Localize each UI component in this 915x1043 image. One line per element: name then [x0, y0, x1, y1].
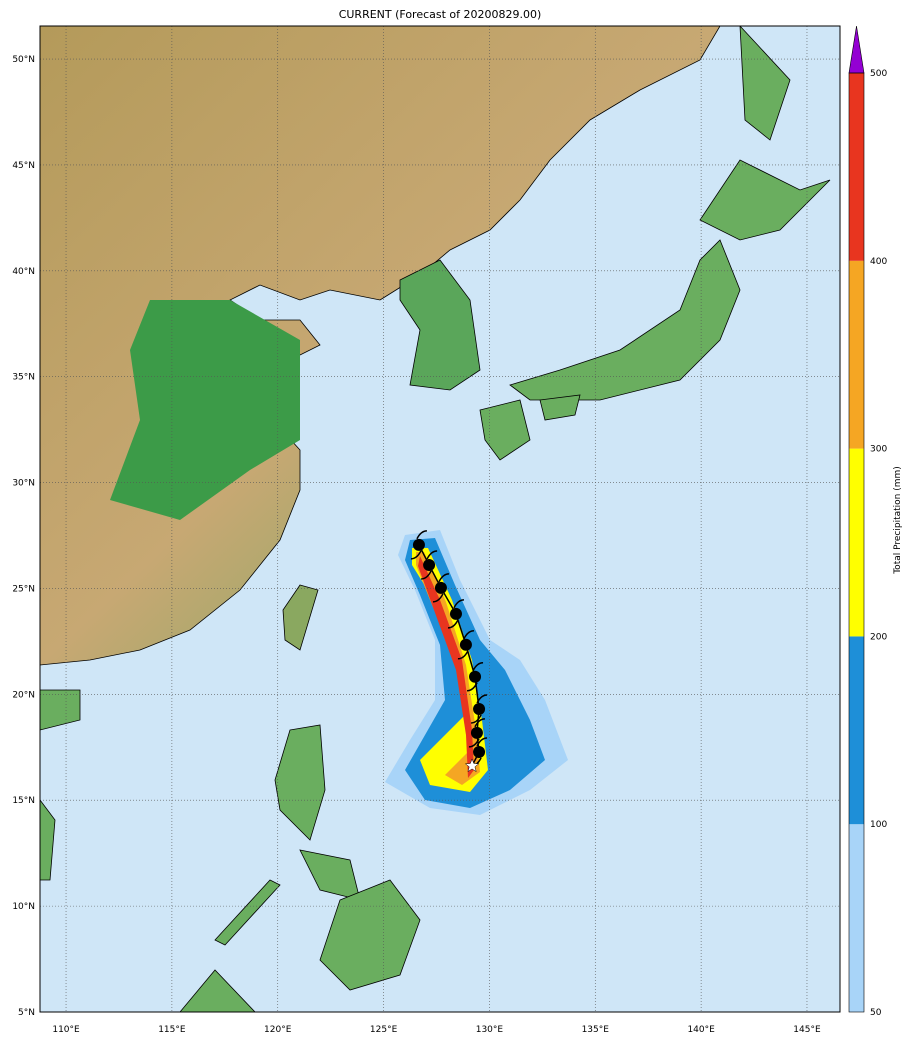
colorbar: 50 100 200 300 400 500 [848, 25, 887, 1018]
lat-tick-label: 5°N [18, 1008, 35, 1018]
typhoon-center [459, 638, 472, 651]
typhoon-arm [453, 599, 465, 609]
colorbar-extend-triangle [848, 25, 865, 74]
star-icon [464, 758, 480, 773]
colorbar-tick-label: 300 [870, 445, 887, 455]
colorbar-tick-label: 400 [870, 257, 887, 267]
lon-tick-label: 125°E [370, 1025, 398, 1035]
track-line [418, 544, 480, 767]
typhoon-center [423, 558, 436, 571]
lat-tick-label: 45°N [12, 161, 35, 171]
typhoon-arm [468, 738, 480, 748]
colorbar-tick-label: 500 [870, 69, 887, 79]
typhoon-arm [410, 550, 422, 560]
typhoon-symbol-icon [447, 599, 465, 629]
typhoon-symbol-icon [468, 718, 485, 748]
map-title: CURRENT (Forecast of 20200829.00) [338, 8, 542, 21]
mindanao [319, 879, 421, 991]
lon-tick-label: 145°E [793, 1025, 821, 1035]
typhoon-arm [463, 630, 474, 640]
palawan [214, 879, 281, 946]
typhoon-symbol-icon [432, 573, 450, 603]
typhoon-arm [416, 530, 427, 540]
lon-tick-label: 115°E [158, 1025, 186, 1035]
typhoon-center [470, 726, 483, 739]
typhoon-symbol-icon [466, 662, 484, 692]
lon-tick-label: 135°E [582, 1025, 610, 1035]
typhoon-arm [474, 718, 485, 728]
hokkaido [699, 159, 831, 241]
shikoku [539, 394, 581, 421]
hainan [40, 689, 81, 731]
typhoon-arm [472, 662, 484, 672]
typhoon-arm [466, 682, 478, 692]
lon-tick-label: 130°E [476, 1025, 504, 1035]
typhoon-arm [438, 573, 450, 583]
typhoon-arm [476, 694, 488, 704]
luzon [274, 724, 326, 841]
lat-tick-label: 10°N [12, 902, 35, 912]
colorbar-label: Total Precipitation (mm) [893, 466, 903, 574]
colorbar-tick-label: 200 [870, 632, 887, 642]
typhoon-center [449, 607, 462, 620]
map-frame [39, 25, 841, 1013]
korea [399, 259, 481, 391]
typhoon-symbol-icon [421, 550, 438, 580]
kyushu [479, 399, 531, 461]
typhoon-arm [457, 650, 469, 660]
lat-tick-label: 40°N [12, 267, 35, 277]
colorbar-frame [848, 72, 865, 1013]
typhoon-arm [421, 570, 432, 580]
lon-tick-label: 120°E [264, 1025, 292, 1035]
lon-tick-label: 110°E [52, 1025, 80, 1035]
sakhalin [739, 26, 791, 141]
colorbar-tick-label: 50 [870, 1008, 882, 1018]
colorbar-segment [849, 73, 864, 261]
typhoon-center [412, 538, 425, 551]
lat-tick-label: 50°N [12, 55, 35, 65]
typhoon-center [473, 702, 486, 715]
lat-tick-label: 25°N [12, 584, 35, 594]
lat-tick-label: 35°N [12, 373, 35, 383]
typhoon-arm [471, 714, 482, 724]
typhoon-symbol-icon [457, 630, 474, 660]
colorbar-segment [849, 260, 864, 449]
typhoon-symbol-icon [410, 530, 427, 560]
lat-tick-label: 30°N [12, 479, 35, 489]
land [40, 26, 831, 1012]
lat-tick-label: 15°N [12, 796, 35, 806]
honshu [509, 239, 741, 401]
borneo [179, 969, 256, 1012]
colorbar-segment [849, 824, 864, 1012]
lon-tick-label: 140°E [687, 1025, 715, 1035]
colorbar-tick-label: 100 [870, 820, 887, 830]
typhoon-center [473, 745, 486, 758]
colorbar-segment [849, 636, 864, 825]
typhoon-arm [432, 593, 444, 603]
colorbar-segment [849, 448, 864, 637]
typhoon-arm [476, 737, 488, 747]
lat-tick-label: 20°N [12, 690, 35, 700]
typhoon-symbol-icon [471, 694, 488, 724]
taiwan [282, 584, 319, 651]
china-lowland [110, 300, 300, 520]
typhoon-arm [447, 619, 459, 629]
typhoon-center [469, 670, 482, 683]
axis-ticks: 110°E 115°E 120°E 125°E 130°E 135°E 140°E 145°E… [12, 55, 821, 1035]
typhoon-arm [426, 550, 438, 560]
west-edge-land [40, 799, 56, 881]
typhoon-center [434, 581, 447, 594]
storm-track [410, 530, 488, 773]
